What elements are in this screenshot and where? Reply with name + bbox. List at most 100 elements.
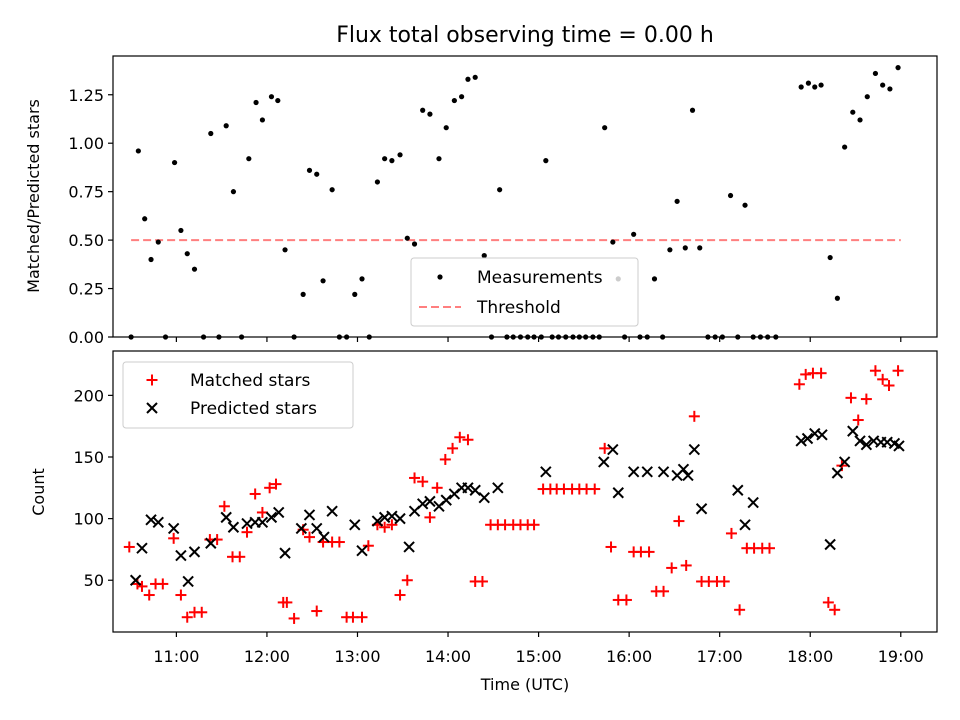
matched-point <box>476 575 488 587</box>
matched-point <box>362 540 374 552</box>
predicted-point <box>416 498 429 510</box>
predicted-point <box>540 466 552 478</box>
measurement-point <box>697 245 703 251</box>
legend-measurements-marker <box>437 274 443 280</box>
measurement-point <box>887 86 893 92</box>
matched-point <box>793 378 805 390</box>
measurement-point <box>171 159 178 166</box>
matched-point <box>168 532 180 544</box>
matched-point <box>599 442 611 454</box>
matched-point <box>431 482 443 494</box>
bottom-x-tick-label: 11:00 <box>153 647 199 666</box>
top-y-tick-label: 1.25 <box>68 86 104 105</box>
matched-point <box>218 500 230 512</box>
measurement-point <box>359 276 365 282</box>
predicted-point <box>371 515 384 527</box>
matched-point <box>175 589 187 601</box>
measurement-point <box>352 291 358 297</box>
matched-point <box>417 476 429 488</box>
measurement-point <box>329 187 335 193</box>
legend-matched-marker <box>146 374 158 386</box>
matched-point <box>620 594 632 606</box>
measurement-point <box>451 97 457 104</box>
measurement-point <box>404 235 410 241</box>
measurement-point <box>850 109 856 115</box>
predicted-point <box>854 435 866 447</box>
bottom-legend-box <box>122 361 354 429</box>
measurement-point <box>812 84 818 90</box>
matched-point <box>605 541 617 553</box>
measurement-point <box>827 254 833 261</box>
matched-point <box>589 483 601 495</box>
predicted-point <box>303 509 316 521</box>
bottom-x-axis-label: Time (UTC) <box>480 675 569 694</box>
matched-point <box>852 414 864 426</box>
predicted-point <box>265 511 278 524</box>
matched-point <box>136 580 148 592</box>
bottom-x-tick-label: 19:00 <box>878 647 924 666</box>
bottom-y-axis-label: Count <box>29 468 48 516</box>
predicted-point <box>167 522 180 535</box>
predicted-point <box>795 435 807 447</box>
measurement-point <box>472 74 478 80</box>
measurement-point <box>872 70 879 77</box>
predicted-point <box>816 429 828 441</box>
measurement-point <box>178 227 184 234</box>
predicted-point <box>893 440 905 452</box>
measurement-point <box>148 256 154 263</box>
matched-point <box>356 611 368 623</box>
measurement-point <box>397 152 403 158</box>
top-x-ticks <box>175 337 902 342</box>
predicted-point <box>220 511 232 524</box>
measurement-point <box>135 148 141 154</box>
predicted-point <box>386 510 398 522</box>
top-legend: Measurements Threshold <box>410 257 639 327</box>
predicted-point <box>831 467 844 479</box>
matched-point <box>462 434 474 446</box>
top-y-tick-label: 0.25 <box>68 280 104 299</box>
measurement-point <box>818 82 824 88</box>
predicted-point <box>657 466 670 478</box>
measurement-point <box>481 253 487 259</box>
matched-point <box>688 410 700 422</box>
matched-point <box>673 515 685 527</box>
predicted-point <box>801 432 814 445</box>
predicted-point <box>747 496 759 509</box>
predicted-point <box>326 505 338 517</box>
bottom-x-tick-label: 14:00 <box>425 647 471 666</box>
matched-point <box>270 478 282 490</box>
matched-point <box>424 511 436 523</box>
matched-point <box>883 380 895 392</box>
measurement-point <box>411 241 418 247</box>
measurement-point <box>689 107 696 113</box>
measurement-point <box>427 111 433 117</box>
matched-point <box>643 546 655 558</box>
legend-predicted-label: Predicted stars <box>190 399 317 419</box>
predicted-point <box>182 575 194 588</box>
bottom-x-ticks: 11:00 12:00 13:00 14:00 15:00 16:00 17:00 18:00… <box>153 632 924 666</box>
measurement-point <box>223 123 229 129</box>
measurement-point <box>282 247 288 253</box>
matched-point <box>181 611 193 623</box>
bottom-axes-frame <box>112 350 938 633</box>
matched-point <box>311 605 323 617</box>
matched-point <box>528 519 540 531</box>
bottom-x-tick-label: 18:00 <box>787 647 833 666</box>
matched-point <box>143 589 155 601</box>
bottom-panel: 50 100 150 200 11:00 12:00 13:00 14:00 15:00 16:… <box>29 350 938 694</box>
measurement-point <box>155 239 161 245</box>
bottom-y-tick-label: 50 <box>84 571 104 590</box>
predicted-point <box>129 574 142 586</box>
predicted-point <box>145 514 157 526</box>
measurement-point <box>382 156 388 162</box>
measurement-point <box>610 239 616 245</box>
predicted-point <box>318 531 330 543</box>
legend-measurements-label: Measurements <box>477 268 603 288</box>
measurement-point <box>880 82 886 88</box>
measurement-point <box>895 65 901 71</box>
top-legend-box <box>410 257 639 327</box>
matched-point <box>123 541 135 553</box>
matched-point <box>234 551 246 563</box>
matched-point <box>734 604 746 616</box>
